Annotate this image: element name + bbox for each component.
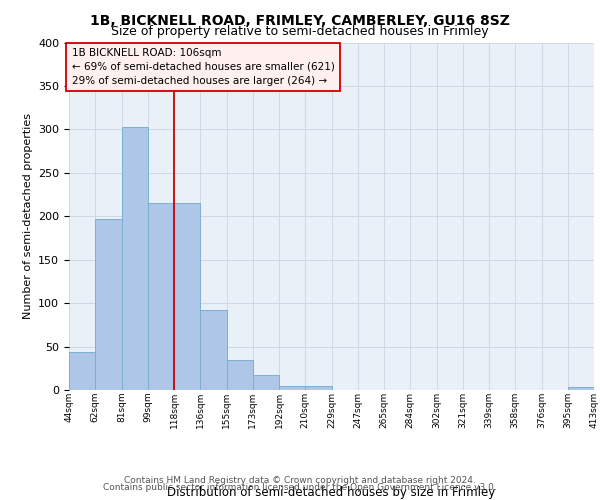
Bar — [227, 360, 253, 390]
Bar — [95, 219, 121, 390]
Y-axis label: Number of semi-detached properties: Number of semi-detached properties — [23, 114, 32, 320]
Text: Size of property relative to semi-detached houses in Frimley: Size of property relative to semi-detach… — [111, 25, 489, 38]
Bar — [200, 310, 227, 390]
Bar — [253, 375, 279, 390]
Text: Contains HM Land Registry data © Crown copyright and database right 2024.: Contains HM Land Registry data © Crown c… — [124, 476, 476, 485]
Bar — [148, 203, 174, 390]
Bar — [174, 203, 200, 390]
Text: 1B BICKNELL ROAD: 106sqm
← 69% of semi-detached houses are smaller (621)
29% of : 1B BICKNELL ROAD: 106sqm ← 69% of semi-d… — [71, 48, 335, 86]
Bar — [69, 352, 95, 390]
Bar — [305, 386, 331, 390]
Text: 1B, BICKNELL ROAD, FRIMLEY, CAMBERLEY, GU16 8SZ: 1B, BICKNELL ROAD, FRIMLEY, CAMBERLEY, G… — [90, 14, 510, 28]
Bar — [279, 386, 305, 390]
X-axis label: Distribution of semi-detached houses by size in Frimley: Distribution of semi-detached houses by … — [167, 486, 496, 499]
Bar — [568, 386, 594, 390]
Bar — [121, 127, 148, 390]
Text: Contains public sector information licensed under the Open Government Licence v3: Contains public sector information licen… — [103, 484, 497, 492]
